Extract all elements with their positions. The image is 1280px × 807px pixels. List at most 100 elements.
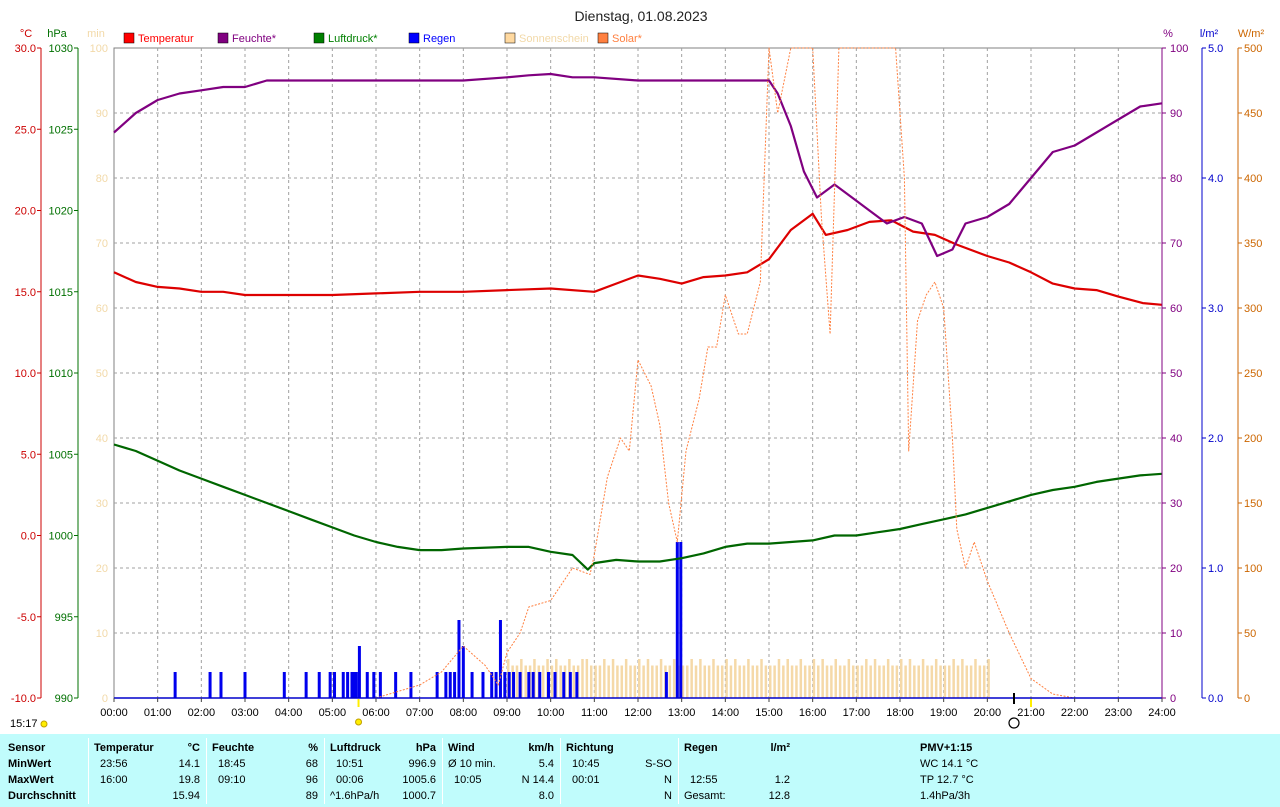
sunshine-bar [624,659,628,698]
sunshine-bar [725,659,728,698]
rain-bar [350,672,354,698]
sunshine-bar [777,659,781,698]
sunshine-bar [926,665,929,698]
x-tick-label: 11:00 [581,707,608,719]
sunshine-bar [913,665,916,698]
sunshine-bar [799,659,803,698]
sunshine-tick-label: 40 [96,433,108,445]
stats-value: Ø 10 min. [448,758,496,770]
solar-tick-label: 0 [1244,693,1250,705]
stats-value: 68 [305,758,318,770]
rain-bar [394,672,398,698]
sunshine-bar [559,665,562,698]
solar-tick-label: 50 [1244,628,1256,640]
sunshine-bar [952,659,955,698]
sunshine-bar [943,665,947,698]
stats-header-temperatur: Temperatur [94,742,154,754]
stats-unit-wind: km/h [528,742,554,754]
sunshine-bar [974,659,977,698]
legend-label: Feuchte* [232,33,277,45]
weather-chart: Dienstag, 01.08.2023 00:00 01:00 02:00 03:0… [10,8,1265,730]
legend-label: Solar* [612,33,643,45]
sunshine-bar [629,665,632,698]
rain-bar [378,672,382,698]
rain-bar [679,542,683,698]
sunshine-bar [978,665,982,698]
stats-header-regen: Regen [684,742,718,754]
sunshine-bar [589,665,593,698]
stats-value: N [664,790,672,802]
rain-bar [453,672,457,698]
humidity-tick-label: 10 [1170,628,1182,640]
sunshine-tick-label: 0 [102,693,108,705]
humidity-tick-label: 60 [1170,303,1182,315]
sunshine-bar [843,665,846,698]
sunshine-bar [790,665,794,698]
stats-unit-luftdruck: hPa [415,742,436,754]
rain-bar [346,672,350,698]
sunshine-tick-label: 10 [96,628,108,640]
legend-swatch [217,32,229,44]
sunshine-bar [769,665,772,698]
stats-value: 15.94 [172,790,200,802]
sunshine-bar [786,659,789,698]
rain-bar [457,620,461,698]
solar-tick-label: 100 [1244,563,1262,575]
x-tick-label: 01:00 [144,707,172,719]
solar-tick-label: 150 [1244,498,1262,510]
rain-bar [333,672,337,698]
sunshine-tick-label: 50 [96,368,108,380]
rain-unit-label: l/m² [1200,28,1219,40]
stats-value: 00:01 [572,774,600,786]
sunshine-bar [856,665,859,698]
temp-tick-label: 30.0 [15,43,36,55]
stats-value: 10:45 [572,758,600,770]
series-line-luftdruck [113,443,1163,571]
humidity-unit-label: % [1163,28,1173,40]
rain-tick-label: 1.0 [1208,563,1223,575]
sunshine-bar [738,665,741,698]
sunshine-bar [817,665,820,698]
solar-tick-label: 450 [1244,108,1262,120]
sunshine-bar [686,665,689,698]
x-tick-label: 02:00 [188,707,216,719]
temp-tick-label: -5.0 [17,612,36,624]
chart-markers: 15:17 [10,693,1032,730]
stats-value: 1.2 [774,774,790,786]
sunshine-bar [668,665,672,698]
stats-row-max: MaxWert [8,774,54,786]
rain-bar [503,672,507,698]
sunshine-bar [773,665,776,698]
sunshine-bar [930,665,934,698]
sunshine-bar [812,659,816,698]
rain-bars [173,542,683,698]
pressure-unit-label: hPa [47,28,67,40]
sunshine-bar [646,659,650,698]
sunshine-bar [638,659,641,698]
rain-bar [317,672,321,698]
sunshine-bar [729,665,733,698]
sunshine-bar [939,665,942,698]
sunshine-bar [803,665,807,698]
x-tick-label: 04:00 [275,707,303,719]
rain-bar [538,672,542,698]
rain-tick-label: 5.0 [1208,43,1223,55]
legend-swatch [504,32,516,44]
sunshine-bar [603,659,606,698]
sunshine-bar [851,665,855,698]
x-tick-label: 09:00 [493,707,521,719]
stats-col-regen: Regen l/m² 12:55 1.2 Gesamt: 12.8 [684,734,790,807]
x-tick-label: 18:00 [886,707,914,719]
sunshine-bar [782,665,785,698]
humidity-tick-label: 70 [1170,238,1182,250]
rain-bar [512,672,516,698]
x-tick-label: 24:00 [1148,707,1176,719]
sunshine-tick-label: 70 [96,238,108,250]
sunshine-tick-label: 30 [96,498,108,510]
x-tick-label: 03:00 [231,707,259,719]
pressure-tick-label: 1025 [49,124,73,136]
sunshine-bar [904,665,907,698]
series-line-solar [375,47,1075,699]
sunshine-bar [581,659,584,698]
sunshine-bar [869,665,872,698]
